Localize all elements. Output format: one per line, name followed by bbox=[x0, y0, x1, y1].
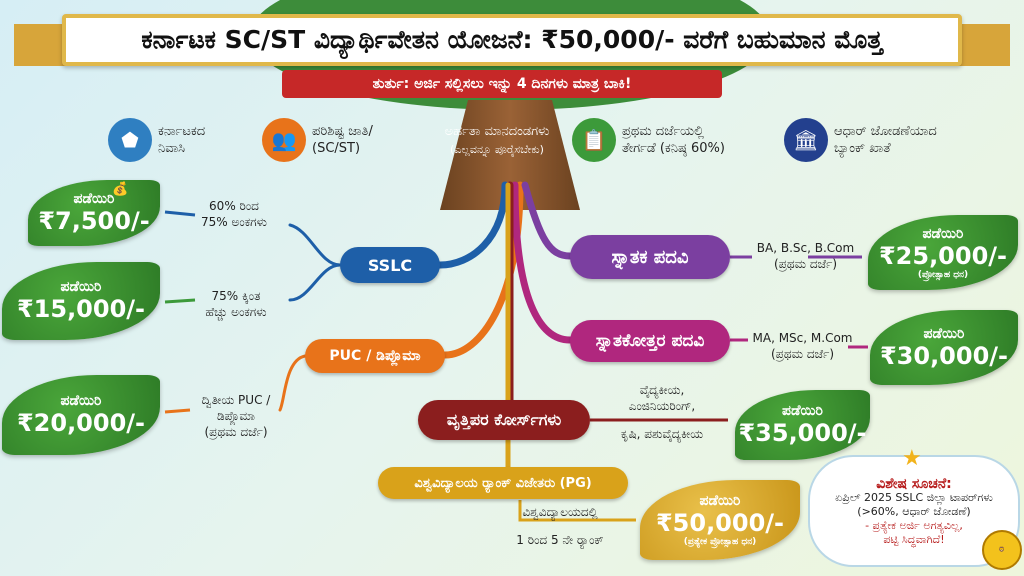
criteria-heading: ಅರ್ಹತಾ ಮಾನದಂಡಗಳು (ಎಲ್ಲವನ್ನೂ ಪೂರೈಸಬೇಕು) bbox=[432, 123, 562, 159]
arrow-pg bbox=[730, 338, 868, 349]
branch-puc-sub bbox=[278, 354, 307, 412]
page-title: ಕರ್ನಾಟಕ SC/ST ವಿದ್ಯಾರ್ಥಿವೇತನ ಯೋಜನೆ: ₹50,… bbox=[62, 14, 962, 66]
condition-text: (ಪ್ರಥಮ ದರ್ಜೆ) bbox=[770, 347, 835, 361]
reward-label: ಪಡೆಯಿರಿ bbox=[923, 325, 965, 342]
reward-amount: ₹30,000/- bbox=[879, 341, 1009, 370]
note-text: ಪಟ್ಟಿ ಸಿದ್ಧವಾಗಿದೆ! bbox=[883, 533, 945, 546]
branch-sslc-a bbox=[288, 223, 342, 267]
reward-amount: ₹20,000/- bbox=[16, 409, 146, 437]
condition-degree: BA, B.Sc, B.Com (ಪ್ರಥಮ ದರ್ಜೆ) bbox=[748, 240, 863, 272]
reward-amount: ₹15,000/- bbox=[16, 295, 146, 323]
criteria-title: ಅರ್ಹತಾ ಮಾನದಂಡಗಳು bbox=[444, 124, 550, 139]
level-pg: ಸ್ನಾತಕೋತ್ತರ ಪದವಿ bbox=[570, 320, 730, 362]
condition-text: 75% ಕ್ಕಿಂತ bbox=[211, 289, 261, 303]
criterion-text: ಪ್ರಥಮ ದರ್ಜೆಯಲ್ಲಿ bbox=[622, 124, 704, 139]
criteria-subtitle: (ಎಲ್ಲವನ್ನೂ ಪೂರೈಸಬೇಕು) bbox=[450, 143, 544, 156]
condition-text: ಹೆಚ್ಚು ಅಂಕಗಳು bbox=[205, 305, 267, 319]
condition-text: ಎಂಜಿನಿಯರಿಂಗ್, bbox=[628, 399, 696, 413]
condition-text: ವಿಶ್ವವಿದ್ಯಾಲಯದಲ್ಲಿ bbox=[522, 505, 598, 519]
note-heading: ವಿಶೇಷ ಸೂಚನೆ: bbox=[876, 476, 952, 492]
checklist-icon: 📋 bbox=[572, 118, 616, 162]
condition-professional: ವೈದ್ಯಕೀಯ, ಎಂಜಿನಿಯರಿಂಗ್, ಕೃಷಿ, ಪಶುವೈದ್ಯಕೀಯ bbox=[594, 382, 730, 442]
arrow-puc bbox=[164, 408, 191, 414]
level-puc: PUC / ಡಿಪ್ಲೊಮಾ bbox=[305, 339, 445, 373]
reward-amount: ₹35,000/- bbox=[738, 419, 867, 447]
criterion-text: ಬ್ಯಾಂಕ್ ಖಾತೆ bbox=[834, 141, 891, 156]
condition-rank: ವಿಶ್ವವಿದ್ಯಾಲಯದಲ್ಲಿ 1 ರಿಂದ 5 ನೇ ರ್‍ಯಾಂಕ್ bbox=[486, 504, 634, 548]
reward-amount: ₹7,500/- bbox=[38, 207, 150, 235]
reward-amount: ₹25,000/- bbox=[878, 241, 1008, 270]
people-group-icon: 👥 bbox=[262, 118, 306, 162]
condition-text: (ಪ್ರಥಮ ದರ್ಜೆ) bbox=[773, 257, 838, 271]
reward-amount: ₹50,000/- bbox=[655, 509, 785, 537]
level-professional: ವೃತ್ತಿಪರ ಕೋರ್ಸ್‌ಗಳು bbox=[418, 400, 590, 440]
criterion-text: ಕರ್ನಾಟಕದ bbox=[158, 124, 206, 139]
arrow-sslc-b bbox=[164, 298, 196, 304]
reward-leaf-sslc-b: ಪಡೆಯಿರಿ ₹15,000/- bbox=[2, 262, 160, 340]
criterion-bank: 🏛 ಆಧಾರ್ ಜೋಡಣೆಯಾದ ಬ್ಯಾಂಕ್ ಖಾತೆ bbox=[784, 118, 984, 162]
special-note: ವಿಶೇಷ ಸೂಚನೆ: ಏಪ್ರಿಲ್ 2025 SSLC ಜಿಲ್ಲಾ ಟಾ… bbox=[808, 455, 1020, 567]
branch-degree bbox=[521, 181, 574, 260]
note-text: - ಪ್ರತ್ಯೇಕ ಅರ್ಜಿ ಅಗತ್ಯವಿಲ್ಲ, bbox=[865, 519, 963, 532]
reward-label: ಪಡೆಯಿರಿ bbox=[60, 279, 102, 295]
criterion-resident: ⬟ ಕರ್ನಾಟಕದ ನಿವಾಸಿ bbox=[108, 118, 258, 162]
arrow-sslc-a bbox=[164, 210, 196, 217]
level-degree: ಸ್ನಾತಕ ಪದವಿ bbox=[570, 235, 730, 279]
money-bag-icon: 💰 bbox=[112, 182, 129, 197]
bank-icon: 🏛 bbox=[784, 118, 828, 162]
reward-leaf-degree: ಪಡೆಯಿರಿ ₹25,000/- (ಪ್ರೋತ್ಸಾಹ ಧನ) bbox=[868, 215, 1018, 290]
karnataka-map-icon: ⬟ bbox=[108, 118, 152, 162]
condition-sslc-a: 60% ರಿಂದ 75% ಅಂಕಗಳು bbox=[186, 198, 282, 230]
reward-note: (ಪ್ರತ್ಯೇಕ ಪ್ರೋತ್ಸಾಹ ಧನ) bbox=[683, 537, 757, 547]
reward-label: ಪಡೆಯಿರಿ bbox=[782, 403, 823, 419]
condition-text: BA, B.Sc, B.Com bbox=[756, 241, 855, 255]
condition-pg: MA, MSc, M.Com (ಪ್ರಥಮ ದರ್ಜೆ) bbox=[745, 330, 860, 362]
condition-text: 75% ಅಂಕಗಳು bbox=[201, 215, 267, 229]
condition-text: MA, MSc, M.Com bbox=[752, 331, 853, 345]
criterion-text: ತೇರ್ಗಡೆ (ಕನಿಷ್ಠ 60%) bbox=[622, 141, 725, 156]
condition-text: ಡಿಪ್ಲೊಮಾ bbox=[216, 409, 256, 423]
branch-sslc bbox=[436, 181, 509, 269]
condition-text: 60% ರಿಂದ bbox=[209, 199, 259, 213]
criterion-caste: 👥 ಪರಿಶಿಷ್ಟ ಜಾತಿ/ (SC/ST) bbox=[262, 118, 428, 162]
condition-text: (ಪ್ರಥಮ ದರ್ಜೆ) bbox=[204, 425, 268, 439]
condition-puc: ದ್ವಿತೀಯ PUC / ಡಿಪ್ಲೊಮಾ (ಪ್ರಥಮ ದರ್ಜೆ) bbox=[186, 392, 286, 440]
note-text: (>60%, ಆಧಾರ್ ಜೋಡಣೆ) bbox=[857, 505, 971, 518]
government-seal-logo: 🦁 bbox=[982, 530, 1022, 570]
star-icon: ★ bbox=[902, 446, 922, 471]
reward-label: ಪಡೆಯಿರಿ bbox=[922, 225, 964, 242]
reward-note: (ಪ್ರೋತ್ಸಾಹ ಧನ) bbox=[917, 269, 969, 280]
reward-label: ಪಡೆಯಿರಿ bbox=[60, 393, 102, 409]
condition-text: 1 ರಿಂದ 5 ನೇ ರ್‍ಯಾಂಕ್ bbox=[516, 533, 604, 547]
condition-text: ದ್ವಿತೀಯ PUC / bbox=[201, 393, 271, 407]
urgent-banner: ತುರ್ತು: ಅರ್ಜಿ ಸಲ್ಲಿಸಲು ಇನ್ನು 4 ದಿನಗಳು ಮಾ… bbox=[282, 70, 722, 98]
criterion-text: ಪರಿಶಿಷ್ಟ ಜಾತಿ/ bbox=[312, 124, 373, 139]
branch-pg bbox=[511, 181, 574, 344]
branch-sslc-b bbox=[288, 263, 342, 302]
level-sslc: SSLC bbox=[340, 247, 440, 283]
condition-text: ಕೃಷಿ, ಪಶುವೈದ್ಯಕೀಯ bbox=[620, 427, 704, 441]
arrow-rank bbox=[518, 500, 636, 522]
criterion-text: (SC/ST) bbox=[312, 141, 361, 156]
note-text: ಏಪ್ರಿಲ್ 2025 SSLC ಜಿಲ್ಲಾ ಟಾಪರ್‌ಗಳು bbox=[835, 491, 993, 504]
reward-label: ಪಡೆಯಿರಿ bbox=[699, 493, 741, 509]
criterion-text: ಆಧಾರ್ ಜೋಡಣೆಯಾದ bbox=[834, 124, 937, 139]
criterion-first-class: 📋 ಪ್ರಥಮ ದರ್ಜೆಯಲ್ಲಿ ತೇರ್ಗಡೆ (ಕನಿಷ್ಠ 60%) bbox=[572, 118, 772, 162]
condition-text: ವೈದ್ಯಕೀಯ, bbox=[639, 383, 685, 397]
reward-label: ಪಡೆಯಿರಿ bbox=[73, 191, 115, 207]
criterion-text: ನಿವಾಸಿ bbox=[158, 141, 186, 156]
level-rank: ವಿಶ್ವವಿದ್ಯಾಲಯ ರ್‍ಯಾಂಕ್ ವಿಜೇತರು (PG) bbox=[378, 467, 628, 499]
condition-sslc-b: 75% ಕ್ಕಿಂತ ಹೆಚ್ಚು ಅಂಕಗಳು bbox=[186, 288, 286, 320]
